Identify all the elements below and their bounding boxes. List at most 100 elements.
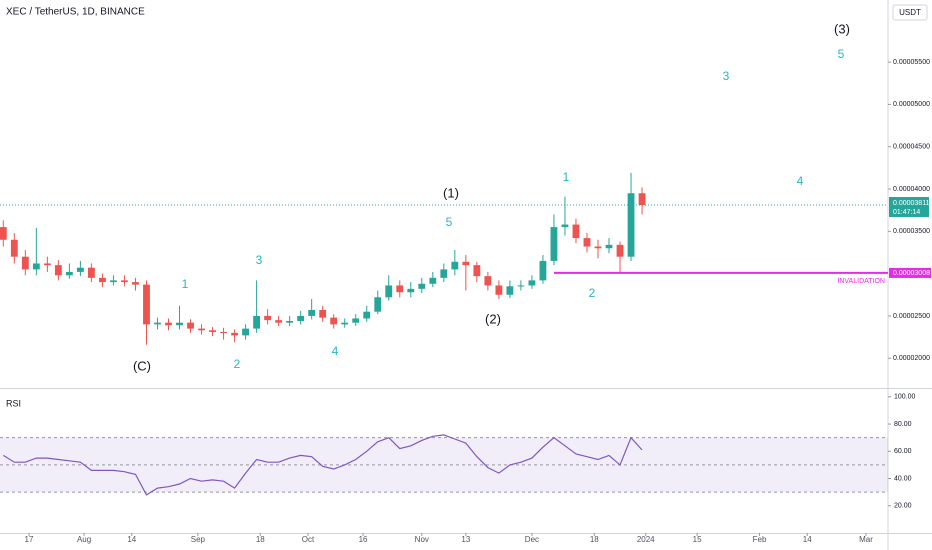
candle-body (374, 297, 382, 312)
candle-body (65, 271, 73, 276)
x-tick-label: 14 (127, 535, 136, 544)
x-tick-label: 2024 (637, 535, 655, 544)
y-tick-label: 0.00005000 (893, 101, 930, 108)
candle-body (10, 239, 18, 257)
candle-body (396, 285, 404, 293)
candle-body (418, 283, 426, 289)
y-tick-label: 0.00003500 (893, 228, 930, 235)
candle-body (132, 282, 139, 285)
candle-body (87, 267, 95, 278)
wave-label: (C) (133, 358, 151, 373)
y-tick-label: 0.00004500 (893, 144, 930, 151)
rsi-tick-label: 20.00 (894, 503, 912, 510)
rsi-tick-label: 40.00 (894, 475, 912, 482)
x-tick-label: 18 (590, 535, 599, 544)
countdown-label: 01:47:14 (893, 209, 920, 216)
candle-body (429, 277, 437, 284)
candle-body (286, 320, 294, 323)
candle-body (154, 322, 161, 325)
candle-body (264, 315, 272, 321)
invalidation-tag (889, 267, 931, 278)
x-tick-label: 13 (461, 535, 470, 544)
wave-label: 5 (446, 215, 453, 229)
candle-body (594, 246, 602, 249)
candle-body (176, 322, 183, 326)
candle-body (165, 322, 172, 326)
invalidation-label: INVALIDATION (837, 278, 885, 285)
x-tick-label: 14 (803, 535, 812, 544)
candle-body (352, 318, 360, 323)
wave-label: 1 (563, 170, 570, 184)
wave-label: 3 (723, 69, 730, 83)
candle-body (253, 315, 261, 329)
currency-button[interactable] (892, 4, 928, 21)
candle-body (121, 280, 128, 283)
rsi-title: RSI (6, 398, 21, 408)
rsi-tick-label: 100.00 (894, 394, 916, 401)
last-price-label: 0.00003811 (893, 200, 930, 207)
candle-body (54, 265, 62, 276)
wave-label: 3 (256, 253, 263, 267)
y-tick-label: 0.00004000 (893, 186, 930, 193)
x-tick-label: Aug (77, 535, 91, 544)
candle-body (440, 269, 448, 278)
rsi-tick-label: 80.00 (894, 421, 912, 428)
candle-body (462, 261, 470, 266)
invalidation-price: 0.00003008 (893, 270, 930, 277)
candle-body (616, 244, 624, 257)
candle-body (110, 280, 117, 283)
candle-body (275, 320, 283, 323)
candle-body (242, 328, 249, 336)
candle-body (220, 331, 227, 333)
currency-label[interactable]: USDT (899, 8, 921, 17)
candle-body (495, 285, 503, 295)
y-tick-label: 0.00002500 (893, 313, 930, 320)
candle-body (76, 267, 84, 272)
candle-body (451, 261, 459, 270)
candle-body (407, 288, 415, 293)
rsi-line (2, 434, 643, 496)
candle-body (99, 277, 106, 283)
x-tick-label: 17 (25, 535, 34, 544)
candle-body (528, 280, 536, 286)
candle-body (198, 328, 205, 331)
candle-body (32, 263, 40, 270)
candle-body (539, 260, 547, 281)
chart-title: XEC / TetherUS, 1D, BINANCE (6, 7, 145, 18)
candle-body (484, 276, 492, 286)
candle-body (385, 285, 393, 298)
candle-body (506, 286, 514, 295)
candle-body (638, 193, 646, 205)
x-tick-label: Sep (191, 535, 206, 544)
rsi-tick-label: 60.00 (894, 448, 912, 455)
candle-body (330, 317, 338, 325)
candle-body (517, 285, 525, 287)
x-tick-label: Dec (525, 535, 539, 544)
candle-body (561, 224, 569, 228)
candle-body (583, 238, 591, 247)
candle-body (572, 224, 580, 239)
candle-body (21, 256, 29, 270)
x-tick-label: Oct (302, 535, 315, 544)
x-tick-label: 15 (693, 535, 702, 544)
candle-body (297, 315, 305, 321)
wave-label: (3) (834, 21, 850, 36)
wave-label: 2 (589, 286, 596, 300)
y-tick-label: 0.00002000 (893, 355, 930, 362)
candle-body (319, 309, 327, 318)
candle-body (231, 332, 238, 336)
candle-body (627, 193, 635, 257)
x-tick-label: 16 (359, 535, 368, 544)
x-tick-label: Mar (859, 535, 873, 544)
wave-label: (2) (485, 311, 501, 326)
wave-label: 4 (332, 344, 339, 358)
candle-body (363, 311, 371, 319)
last-price-tag (889, 196, 929, 217)
candle-body (341, 322, 349, 325)
wave-label: 4 (797, 174, 804, 188)
candle-body (605, 244, 613, 249)
x-tick-label: 18 (256, 535, 265, 544)
wave-label: 1 (182, 277, 189, 291)
wave-label: 5 (838, 47, 845, 61)
